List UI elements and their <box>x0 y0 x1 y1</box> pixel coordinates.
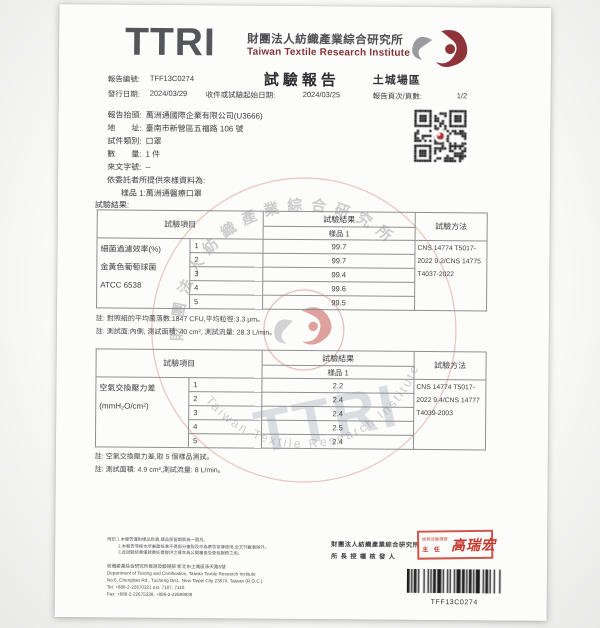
info-label: 地 址: <box>107 123 142 133</box>
watermark-swirl-icon <box>274 307 332 345</box>
col-header-test-item: 試驗項目 <box>96 349 263 379</box>
issue-date-label: 發行日期: <box>107 89 140 99</box>
report-title: 試驗報告 <box>263 71 340 90</box>
info-row-client: 報告抬頭: 萬洲通國際企業有限公司(U3666) <box>108 109 263 121</box>
report-no-value: TFF13C0274 <box>149 73 195 84</box>
table-row: 3 <box>189 406 263 421</box>
footer-address: 紡織產業綜合研究所檢測及驗證部 新北市土城區承天路6號 Department o… <box>107 562 263 598</box>
org-name-en: Taiwan Textile Research Institute <box>247 46 411 59</box>
item-line: (mmH₂O/cm²) <box>99 401 149 411</box>
footer-remarks: 附記:1.本報告僅對樣品負責,樣品保留期限為一個月。 2.本報告非經本所書面核准… <box>107 536 269 557</box>
item-line: 細菌過濾效率(%) <box>100 244 161 254</box>
approver-signature-stamp: 檢測及驗證部 主 任 高瑞宏 <box>416 529 497 560</box>
ttri-logo-text: TTRI <box>124 20 216 65</box>
table-row: 2 <box>189 392 263 407</box>
remark-line: 3.此試驗結果僅就委託者提供之樣本為公開審查及查核服務之用。 <box>118 549 243 556</box>
table-row: 99.4 <box>263 267 416 283</box>
footer-authorizer-label: 所長授權核發人 <box>331 552 399 561</box>
qr-code <box>412 107 469 165</box>
address-line: Fax: +886-2-22675338, +886-2-22689839 <box>106 591 193 598</box>
report-no-label: 報告編號: <box>107 74 140 84</box>
col-header-test-item: 試驗項目 <box>97 210 264 240</box>
table-row: 5 <box>188 434 263 449</box>
col-header-test-method: 試驗方法 <box>414 351 487 381</box>
table-row: 5 <box>190 295 264 310</box>
info-label: 試件類別: <box>107 136 142 146</box>
barcode <box>406 568 502 594</box>
issue-date-value: 2024/03/29 <box>149 88 188 99</box>
table-row: 99.7 <box>263 239 416 255</box>
stamp-name-text: 高瑞宏 <box>450 537 497 554</box>
info-label: 報告抬頭: <box>107 110 142 120</box>
method-line: CNS 14774 T5017- <box>417 244 476 253</box>
method-line: T4039-2003 <box>416 409 453 418</box>
col-header-sample: 樣品 1 <box>262 365 415 380</box>
receive-date-value: 2024/03/25 <box>302 89 341 100</box>
receive-date-label: 收件或試驗起始日期: <box>205 90 276 100</box>
ttri-swirl-logo-icon <box>412 30 468 68</box>
pages-label: 報告頁次/頁數: <box>372 91 422 101</box>
table-row: 1 <box>190 239 264 254</box>
col-header-test-result: 試驗結果 <box>263 211 416 228</box>
table-row: 4 <box>189 420 263 435</box>
table1-note-2: 註: 測試面:內側, 測試面積: 40 cm², 測試流量: 28.3 L/mi… <box>95 328 277 337</box>
info-row-address: 地 址: 臺南市新營區五福路 106 號 <box>107 122 243 134</box>
method-line: 2022 9.4/CNS 14777 <box>416 396 480 405</box>
report-page: 財團法人紡織產業綜合研究所 Taiwan Textile Research In… <box>54 4 552 621</box>
table2-note-1: 註: 空氣交換壓力差,取 5 個樣品測試。 <box>94 453 214 462</box>
table-row: 1 <box>189 378 263 393</box>
table1-note-1: 註: 對照組的平均菌落數:1847 CFU,平均粒徑:3.3 μm。 <box>95 315 265 324</box>
table2-note-2: 註: 測試面積: 4.9 cm²,測試流量: 8 L/min。 <box>94 466 225 475</box>
table-row: 2.4 <box>261 434 415 450</box>
info-value: 1 件 <box>145 149 161 159</box>
table-row: 99.5 <box>263 295 416 311</box>
footer-org-name: 財團法人紡織產業綜合研究所 <box>331 541 420 549</box>
info-row-ref-no: 來文字號: -- <box>107 161 151 172</box>
table-row: 2.4 <box>262 406 415 422</box>
info-value: 臺南市新營區五福路 106 號 <box>145 123 244 134</box>
sample-intro: 依委託者所提供來樣資料為: <box>106 175 206 186</box>
item-line: 金黃色葡萄球菌 <box>100 262 157 272</box>
method-line: T4037-2022 <box>417 270 454 279</box>
table-row: 2.4 <box>262 392 415 408</box>
table-row: 3 <box>190 267 264 282</box>
bfe-results-table: 試驗項目 試驗結果 試驗方法 樣品 1 細菌過濾效率(%) 金黃色葡萄球菌 AT… <box>96 209 488 312</box>
table-row: 2.5 <box>262 420 415 436</box>
test-method: CNS 14774 T5017- 2022 9.2/CNS 14775 T403… <box>415 240 488 312</box>
table-row: 4 <box>190 281 264 296</box>
info-label: 來文字號: <box>107 162 142 172</box>
test-method: CNS 14774 T5017- 2022 9.4/CNS 14777 T403… <box>413 379 487 451</box>
method-line: CNS 14774 T5017- <box>416 383 475 392</box>
pressure-results-table: 試驗項目 試驗結果 試驗方法 樣品 1 空氣交換壓力差 (mmH₂O/cm²) … <box>94 348 487 451</box>
table-row: 2.2 <box>262 378 415 394</box>
info-value: 萬洲通國際企業有限公司(U3666) <box>145 110 263 121</box>
stamp-dept-text: 檢測及驗證部 <box>422 536 448 542</box>
col-header-test-result: 試驗結果 <box>262 350 415 367</box>
info-value: -- <box>145 162 151 172</box>
test-item-label: 空氣交換壓力差 (mmH₂O/cm²) <box>95 377 190 449</box>
col-header-sample: 樣品 1 <box>263 226 416 241</box>
footer-org-block: 財團法人紡織產業綜合研究所 所長授權核發人 <box>331 539 419 560</box>
col-header-test-method: 試驗方法 <box>415 212 488 242</box>
info-value: 口罩 <box>145 136 162 146</box>
info-row-sample-type: 試件類別: 口罩 <box>107 135 161 146</box>
item-line: ATCC 6538 <box>100 280 142 290</box>
pages-value: 1/2 <box>456 91 468 101</box>
sample-line: 樣品 1:萬洲通醫療口罩 <box>120 188 202 199</box>
method-line: 2022 9.2/CNS 14775 <box>417 257 481 266</box>
site-name: 土城場區 <box>372 74 421 87</box>
info-row-quantity: 數 量: 1 件 <box>107 148 160 159</box>
table-row: 99.6 <box>263 281 416 297</box>
table-row: 99.7 <box>263 253 416 269</box>
table-row: 2 <box>190 253 264 268</box>
org-name-zh: 財團法人紡織產業綜合研究所 <box>247 33 404 47</box>
item-line: 空氣交換壓力差 <box>99 383 156 393</box>
info-label: 數 量: <box>107 149 142 159</box>
barcode-text: TFF13C0274 <box>430 599 478 607</box>
report-barcode-block: TFF13C0274 <box>406 568 502 607</box>
test-item-label: 細菌過濾效率(%) 金黃色葡萄球菌 ATCC 6538 <box>97 238 191 310</box>
stamp-title-text: 主 任 <box>422 547 442 554</box>
